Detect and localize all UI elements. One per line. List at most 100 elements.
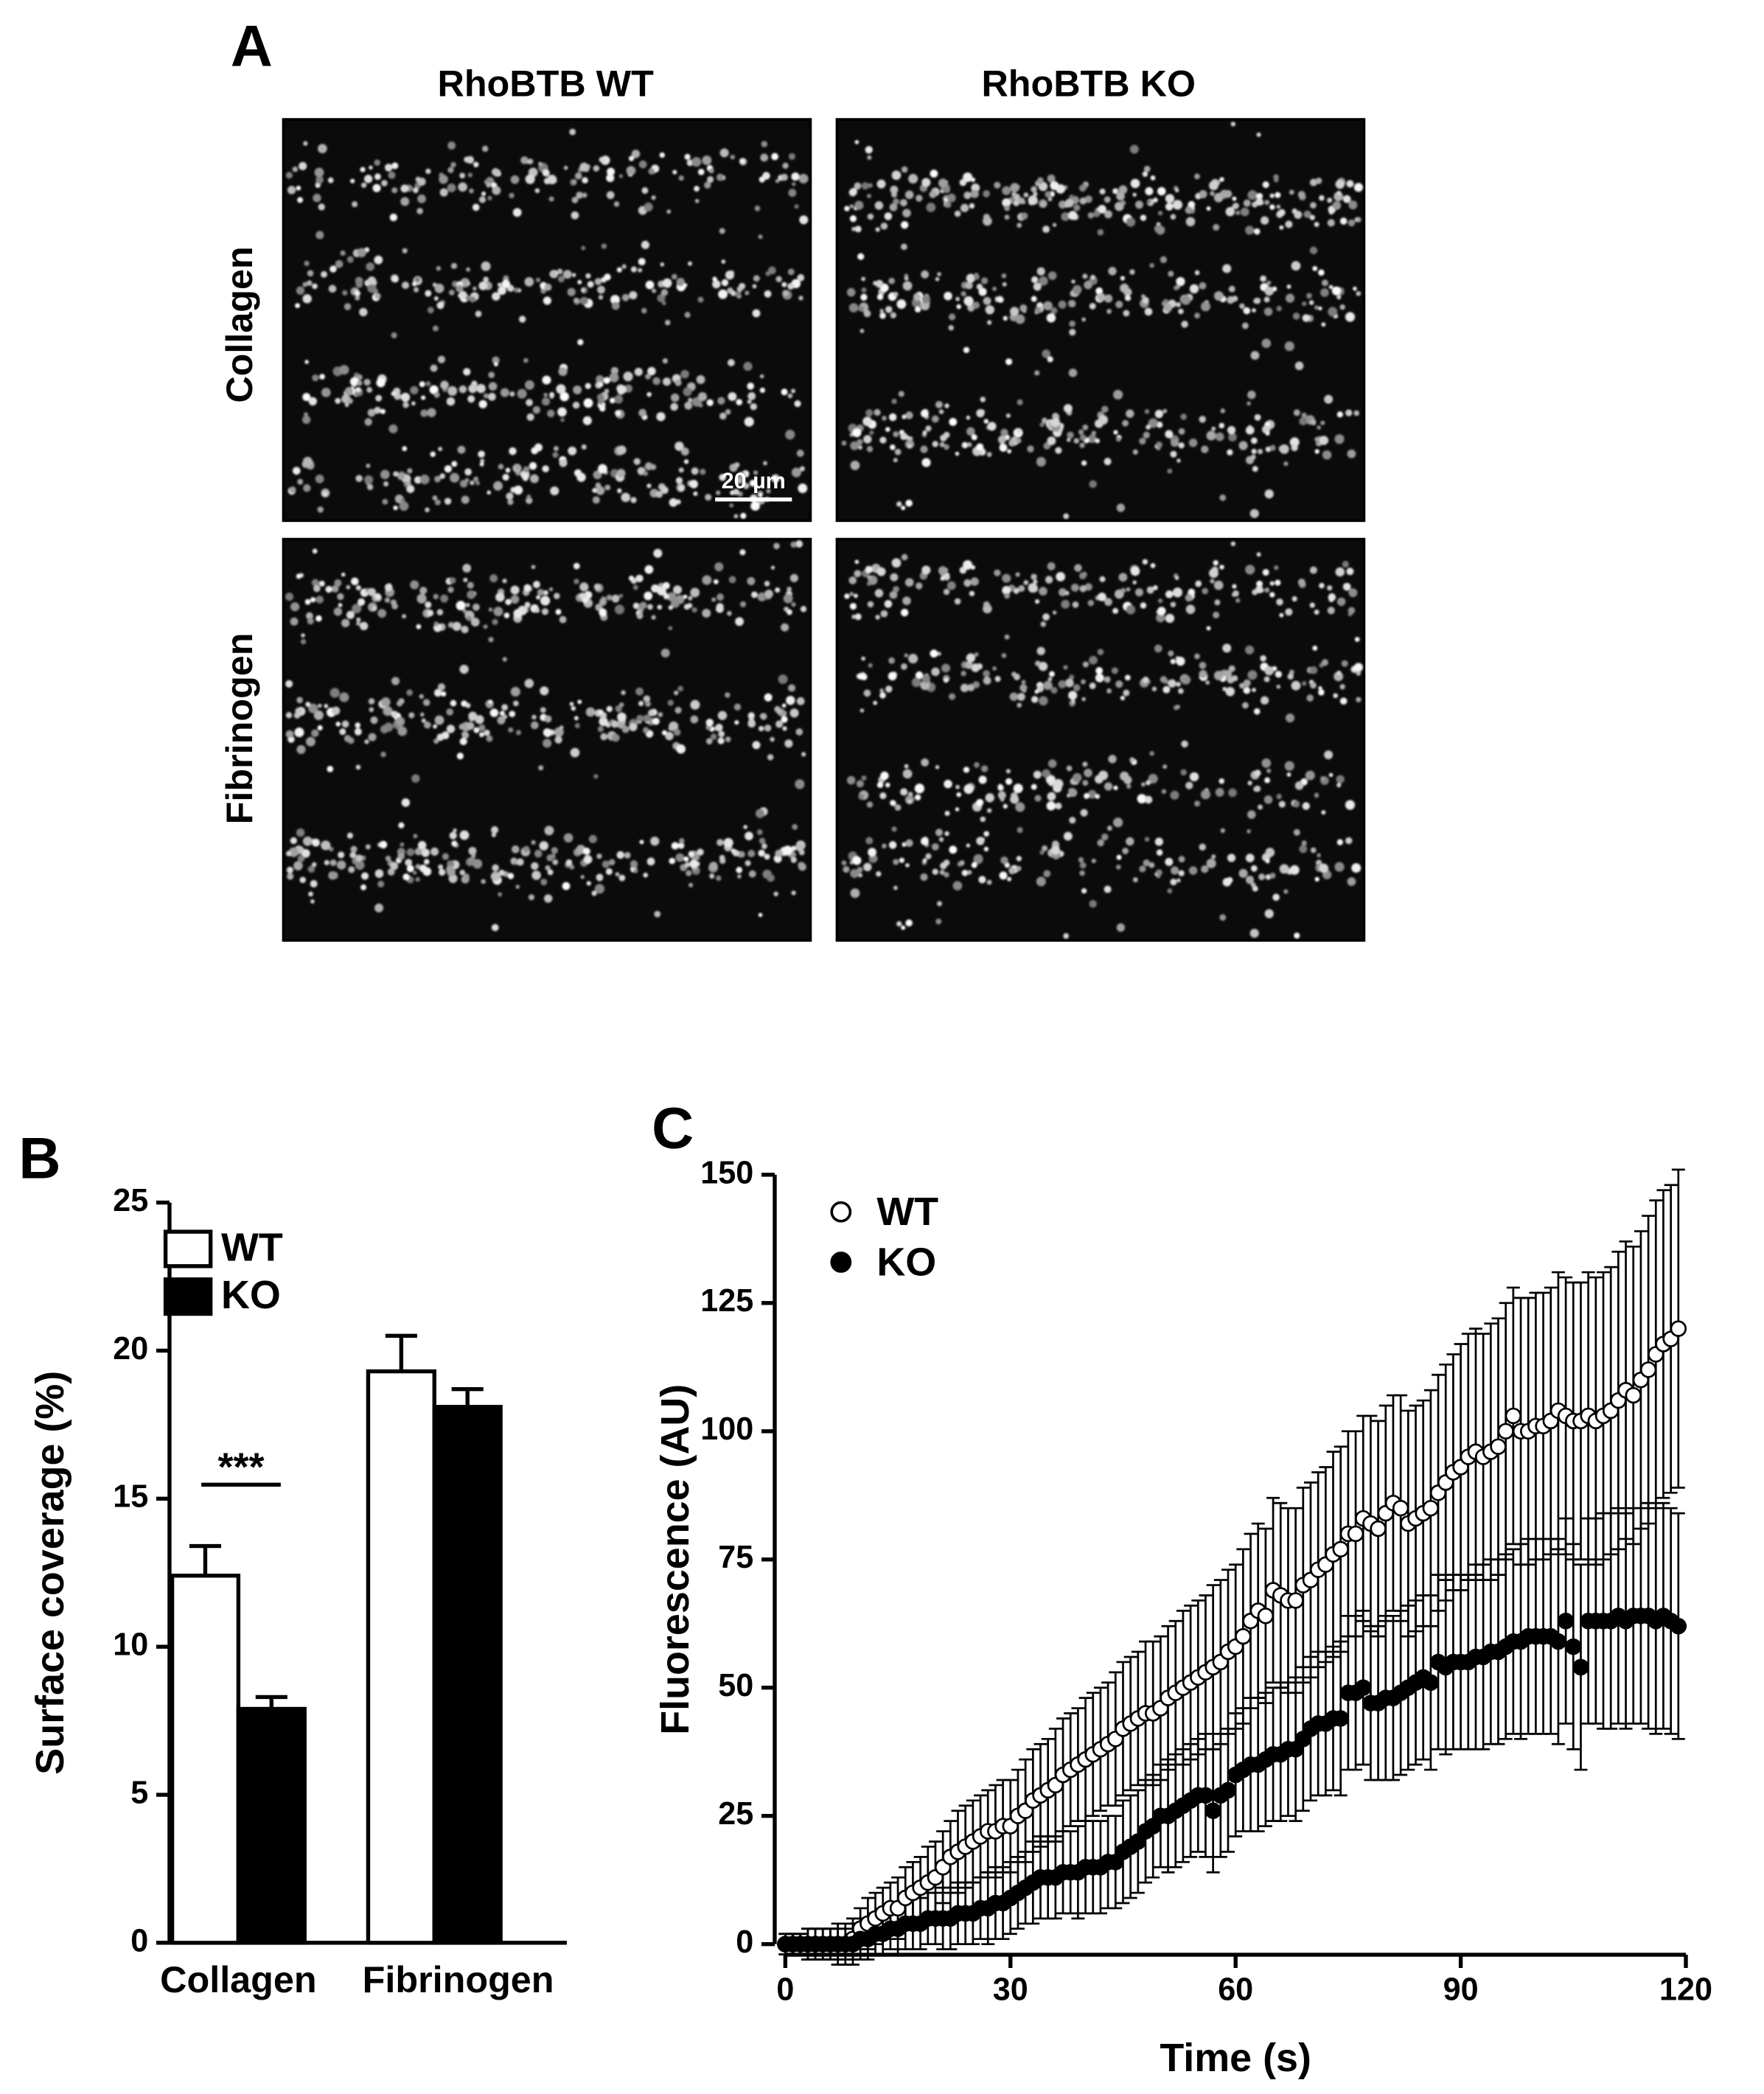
y-tick-label: 5 <box>130 1775 148 1810</box>
legend-label: KO <box>221 1273 281 1317</box>
cell <box>311 579 319 587</box>
cell <box>904 190 914 200</box>
cell <box>1222 264 1232 273</box>
cell <box>400 184 409 193</box>
cell <box>1005 358 1013 366</box>
cell <box>296 744 306 755</box>
cell <box>1249 929 1259 938</box>
cell <box>1269 581 1275 586</box>
cell <box>478 196 487 203</box>
cell <box>636 714 644 722</box>
cell <box>446 725 456 733</box>
cell <box>1178 870 1185 876</box>
cell <box>970 189 979 198</box>
cell <box>973 854 983 865</box>
cell <box>1294 932 1300 939</box>
cell <box>1095 794 1101 799</box>
cell <box>1036 456 1046 467</box>
cell <box>495 592 505 602</box>
cell <box>1250 437 1258 444</box>
cell <box>1209 568 1219 579</box>
cell <box>668 605 673 610</box>
cell <box>1097 649 1104 655</box>
cell <box>1069 329 1076 336</box>
cell <box>363 378 371 386</box>
cell <box>1260 655 1266 662</box>
cell <box>434 715 445 725</box>
cell <box>863 310 871 318</box>
cell <box>450 699 457 707</box>
cell <box>366 464 371 469</box>
cell <box>356 374 363 381</box>
cell <box>582 848 590 855</box>
cell <box>721 279 729 287</box>
cell <box>1227 854 1236 862</box>
cell <box>728 576 736 584</box>
cell <box>487 392 496 401</box>
cell <box>498 286 506 296</box>
cell <box>381 180 388 186</box>
cell <box>1146 200 1151 204</box>
cell <box>1140 602 1147 609</box>
cell <box>459 664 469 674</box>
cell <box>1301 840 1307 846</box>
cell <box>296 828 305 837</box>
cell <box>978 876 986 884</box>
cell <box>891 558 902 568</box>
cell <box>294 727 304 738</box>
cell <box>1294 781 1304 790</box>
cell <box>374 173 381 181</box>
cell <box>304 260 310 267</box>
cell <box>509 391 515 397</box>
cell <box>355 295 360 301</box>
cell <box>1241 702 1249 709</box>
cell <box>1120 587 1126 593</box>
cell <box>1072 601 1079 608</box>
cell <box>1047 197 1053 202</box>
cell <box>893 859 899 865</box>
cell <box>638 408 646 417</box>
cell <box>360 182 367 189</box>
cell <box>299 161 307 170</box>
cell <box>952 881 963 891</box>
cell <box>1108 755 1117 764</box>
data-point <box>1347 1525 1364 1543</box>
cell <box>1334 862 1345 872</box>
cell <box>1299 845 1308 854</box>
cell <box>915 582 923 590</box>
cell <box>529 461 537 470</box>
cell <box>617 445 627 455</box>
cell <box>574 297 579 303</box>
cell <box>854 613 862 621</box>
cell <box>338 851 345 859</box>
cell <box>866 445 874 453</box>
cell <box>577 699 582 705</box>
cell <box>440 380 449 390</box>
cell <box>459 870 466 876</box>
cell <box>1002 186 1011 195</box>
cell <box>902 281 913 291</box>
cell <box>1247 190 1258 200</box>
cell <box>600 733 608 741</box>
cell <box>890 573 899 582</box>
cell <box>1319 195 1325 201</box>
cell <box>971 862 977 868</box>
cell <box>571 705 576 711</box>
cell <box>983 213 990 220</box>
cell <box>1157 186 1166 196</box>
cell <box>1309 566 1317 574</box>
cell <box>360 167 366 172</box>
cell <box>341 618 350 627</box>
cell <box>531 721 539 730</box>
cell <box>784 739 793 748</box>
cell <box>1199 661 1207 669</box>
cell <box>544 715 552 723</box>
cell <box>349 377 359 386</box>
cell <box>1058 680 1067 688</box>
cell <box>801 752 806 757</box>
cell <box>1089 683 1096 689</box>
cell <box>727 359 735 366</box>
cell <box>1342 195 1351 203</box>
cell <box>491 924 499 932</box>
cell <box>1264 587 1270 593</box>
